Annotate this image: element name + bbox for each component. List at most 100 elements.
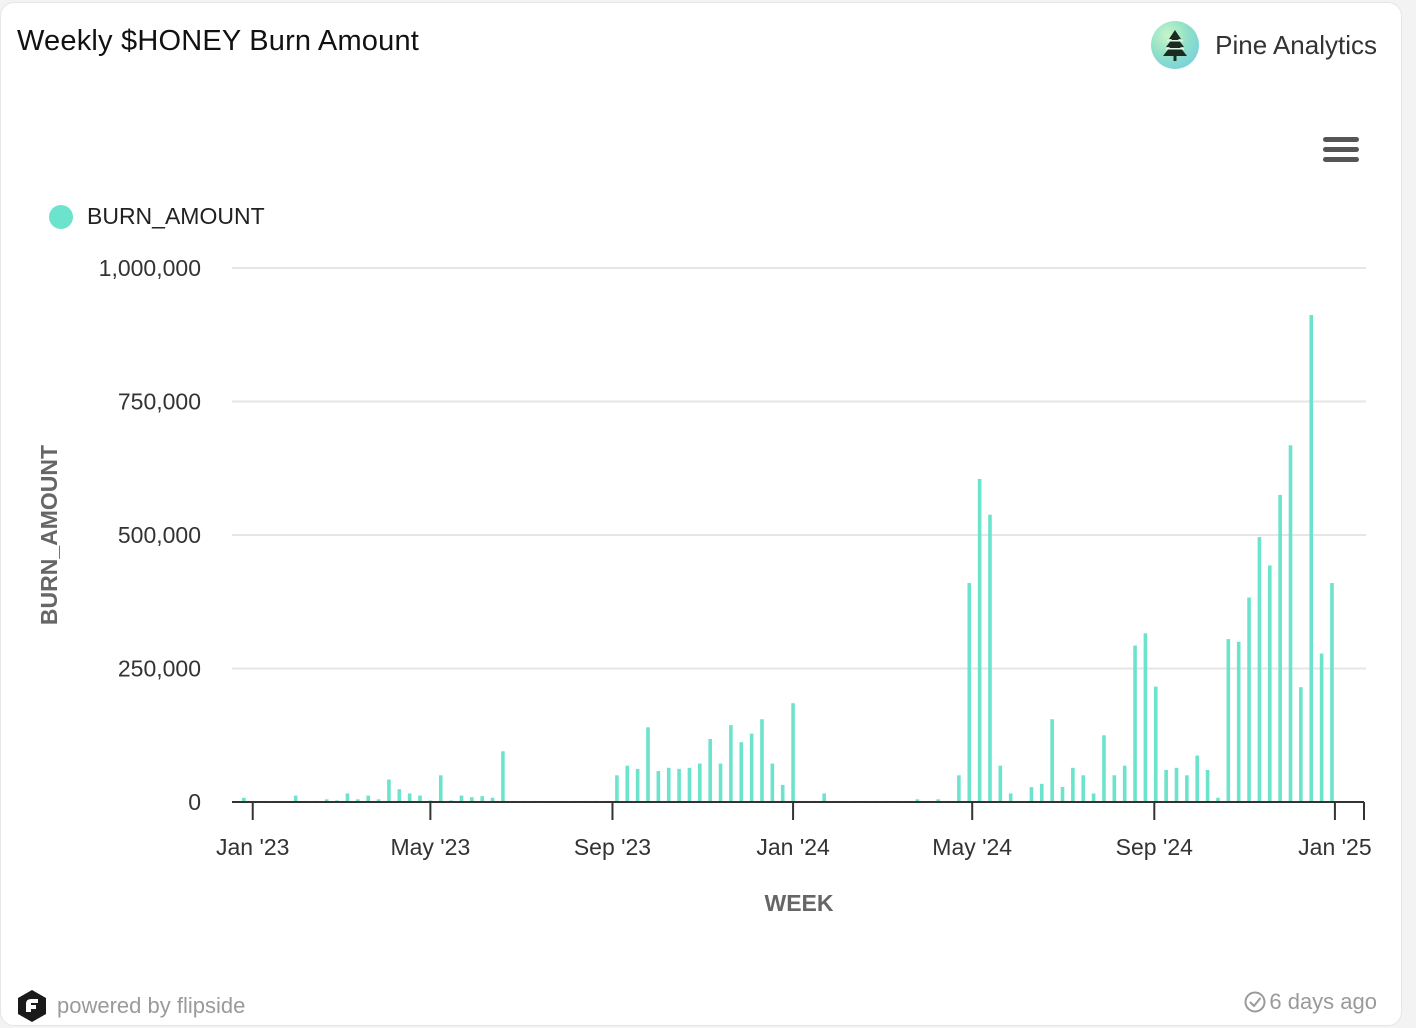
bar (1309, 314, 1314, 802)
bar (687, 767, 692, 802)
bar (998, 765, 1003, 802)
bar (1071, 767, 1075, 802)
bar (708, 738, 712, 802)
legend-marker (49, 204, 73, 229)
bar (1102, 735, 1106, 802)
bar (957, 775, 961, 802)
bar (366, 795, 370, 802)
bar (1029, 787, 1034, 802)
bar (242, 797, 246, 802)
legend-item[interactable]: BURN_AMOUNT (49, 203, 265, 230)
powered-by[interactable]: powered by flipside (17, 989, 245, 1023)
bar (1278, 494, 1282, 802)
check-clock-icon (1244, 991, 1266, 1013)
bar (1257, 537, 1262, 802)
bar (646, 727, 650, 802)
bar (1039, 783, 1044, 802)
bar (1236, 641, 1241, 802)
bar (977, 478, 982, 802)
x-tick-label: Jan '23 (216, 834, 289, 860)
chart-title: Weekly $HONEY Burn Amount (17, 25, 420, 57)
pine-tree-icon (1151, 21, 1200, 69)
bar (1143, 633, 1148, 802)
y-tick-label: 500,000 (118, 522, 201, 548)
bar (376, 799, 381, 802)
bar (625, 765, 630, 802)
bar (418, 795, 422, 802)
bar (1091, 793, 1096, 802)
bar (1164, 769, 1168, 802)
bar (1205, 769, 1210, 802)
bar (397, 789, 402, 802)
bar (1153, 686, 1158, 802)
bar (1050, 719, 1054, 802)
x-tick-label: May '23 (390, 834, 470, 860)
bar (760, 719, 764, 802)
bar (749, 733, 754, 802)
bar (822, 793, 826, 802)
bar (1247, 597, 1251, 802)
brand-name: Pine Analytics (1215, 29, 1377, 60)
bar (1133, 645, 1137, 802)
bar (293, 795, 298, 802)
bar (635, 768, 640, 802)
last-updated: 6 days ago (1243, 989, 1377, 1015)
bar (356, 799, 360, 802)
bar (407, 793, 412, 802)
bar (967, 583, 972, 802)
bar (1081, 775, 1086, 802)
bar (1216, 797, 1220, 802)
bar (1226, 639, 1231, 802)
y-tick-label: 750,000 (118, 389, 201, 415)
bar (666, 767, 671, 802)
powered-by-text: powered by flipside (57, 993, 246, 1018)
bar (1319, 653, 1324, 802)
bar (791, 703, 795, 802)
x-tick-label: Sep '24 (1116, 834, 1193, 860)
bar (1112, 775, 1117, 802)
bar (480, 796, 484, 802)
y-tick-label: 0 (188, 789, 201, 815)
x-tick-label: Jan '25 (1298, 834, 1371, 860)
bar (718, 763, 723, 802)
bar (656, 771, 661, 802)
x-tick-label: May '24 (932, 834, 1012, 860)
bar (387, 779, 391, 802)
y-tick-label: 1,000,000 (99, 255, 201, 281)
y-axis-title: BURN_AMOUNT (36, 445, 62, 625)
brand[interactable]: Pine Analytics (1151, 19, 1377, 71)
bar (936, 799, 940, 802)
bar (1288, 445, 1293, 802)
bar (1060, 787, 1065, 802)
bar (780, 784, 785, 802)
bar (490, 797, 495, 802)
bar (324, 799, 329, 802)
bar (729, 725, 733, 802)
bar (615, 775, 619, 802)
x-tick-label: Jan '24 (756, 834, 830, 860)
bar (915, 799, 920, 802)
bar (1122, 765, 1127, 802)
hamburger-menu-icon[interactable] (1323, 137, 1359, 167)
bar (770, 763, 775, 802)
x-axis-title: WEEK (765, 890, 834, 916)
y-tick-label: 250,000 (118, 656, 201, 682)
bar (988, 514, 992, 802)
bar (1008, 793, 1013, 802)
bar (345, 793, 350, 802)
bar (1299, 687, 1303, 802)
bar (1185, 775, 1189, 802)
bar (698, 763, 702, 802)
x-tick-label: Sep '23 (574, 834, 651, 860)
last-updated-text: 6 days ago (1269, 989, 1377, 1014)
bar (677, 768, 681, 802)
bar (1267, 565, 1272, 802)
bar (459, 795, 464, 802)
flipside-logo-icon (18, 990, 46, 1022)
bar (1195, 755, 1200, 802)
bar (1330, 583, 1334, 802)
bar (1174, 767, 1179, 802)
bar (501, 751, 505, 802)
